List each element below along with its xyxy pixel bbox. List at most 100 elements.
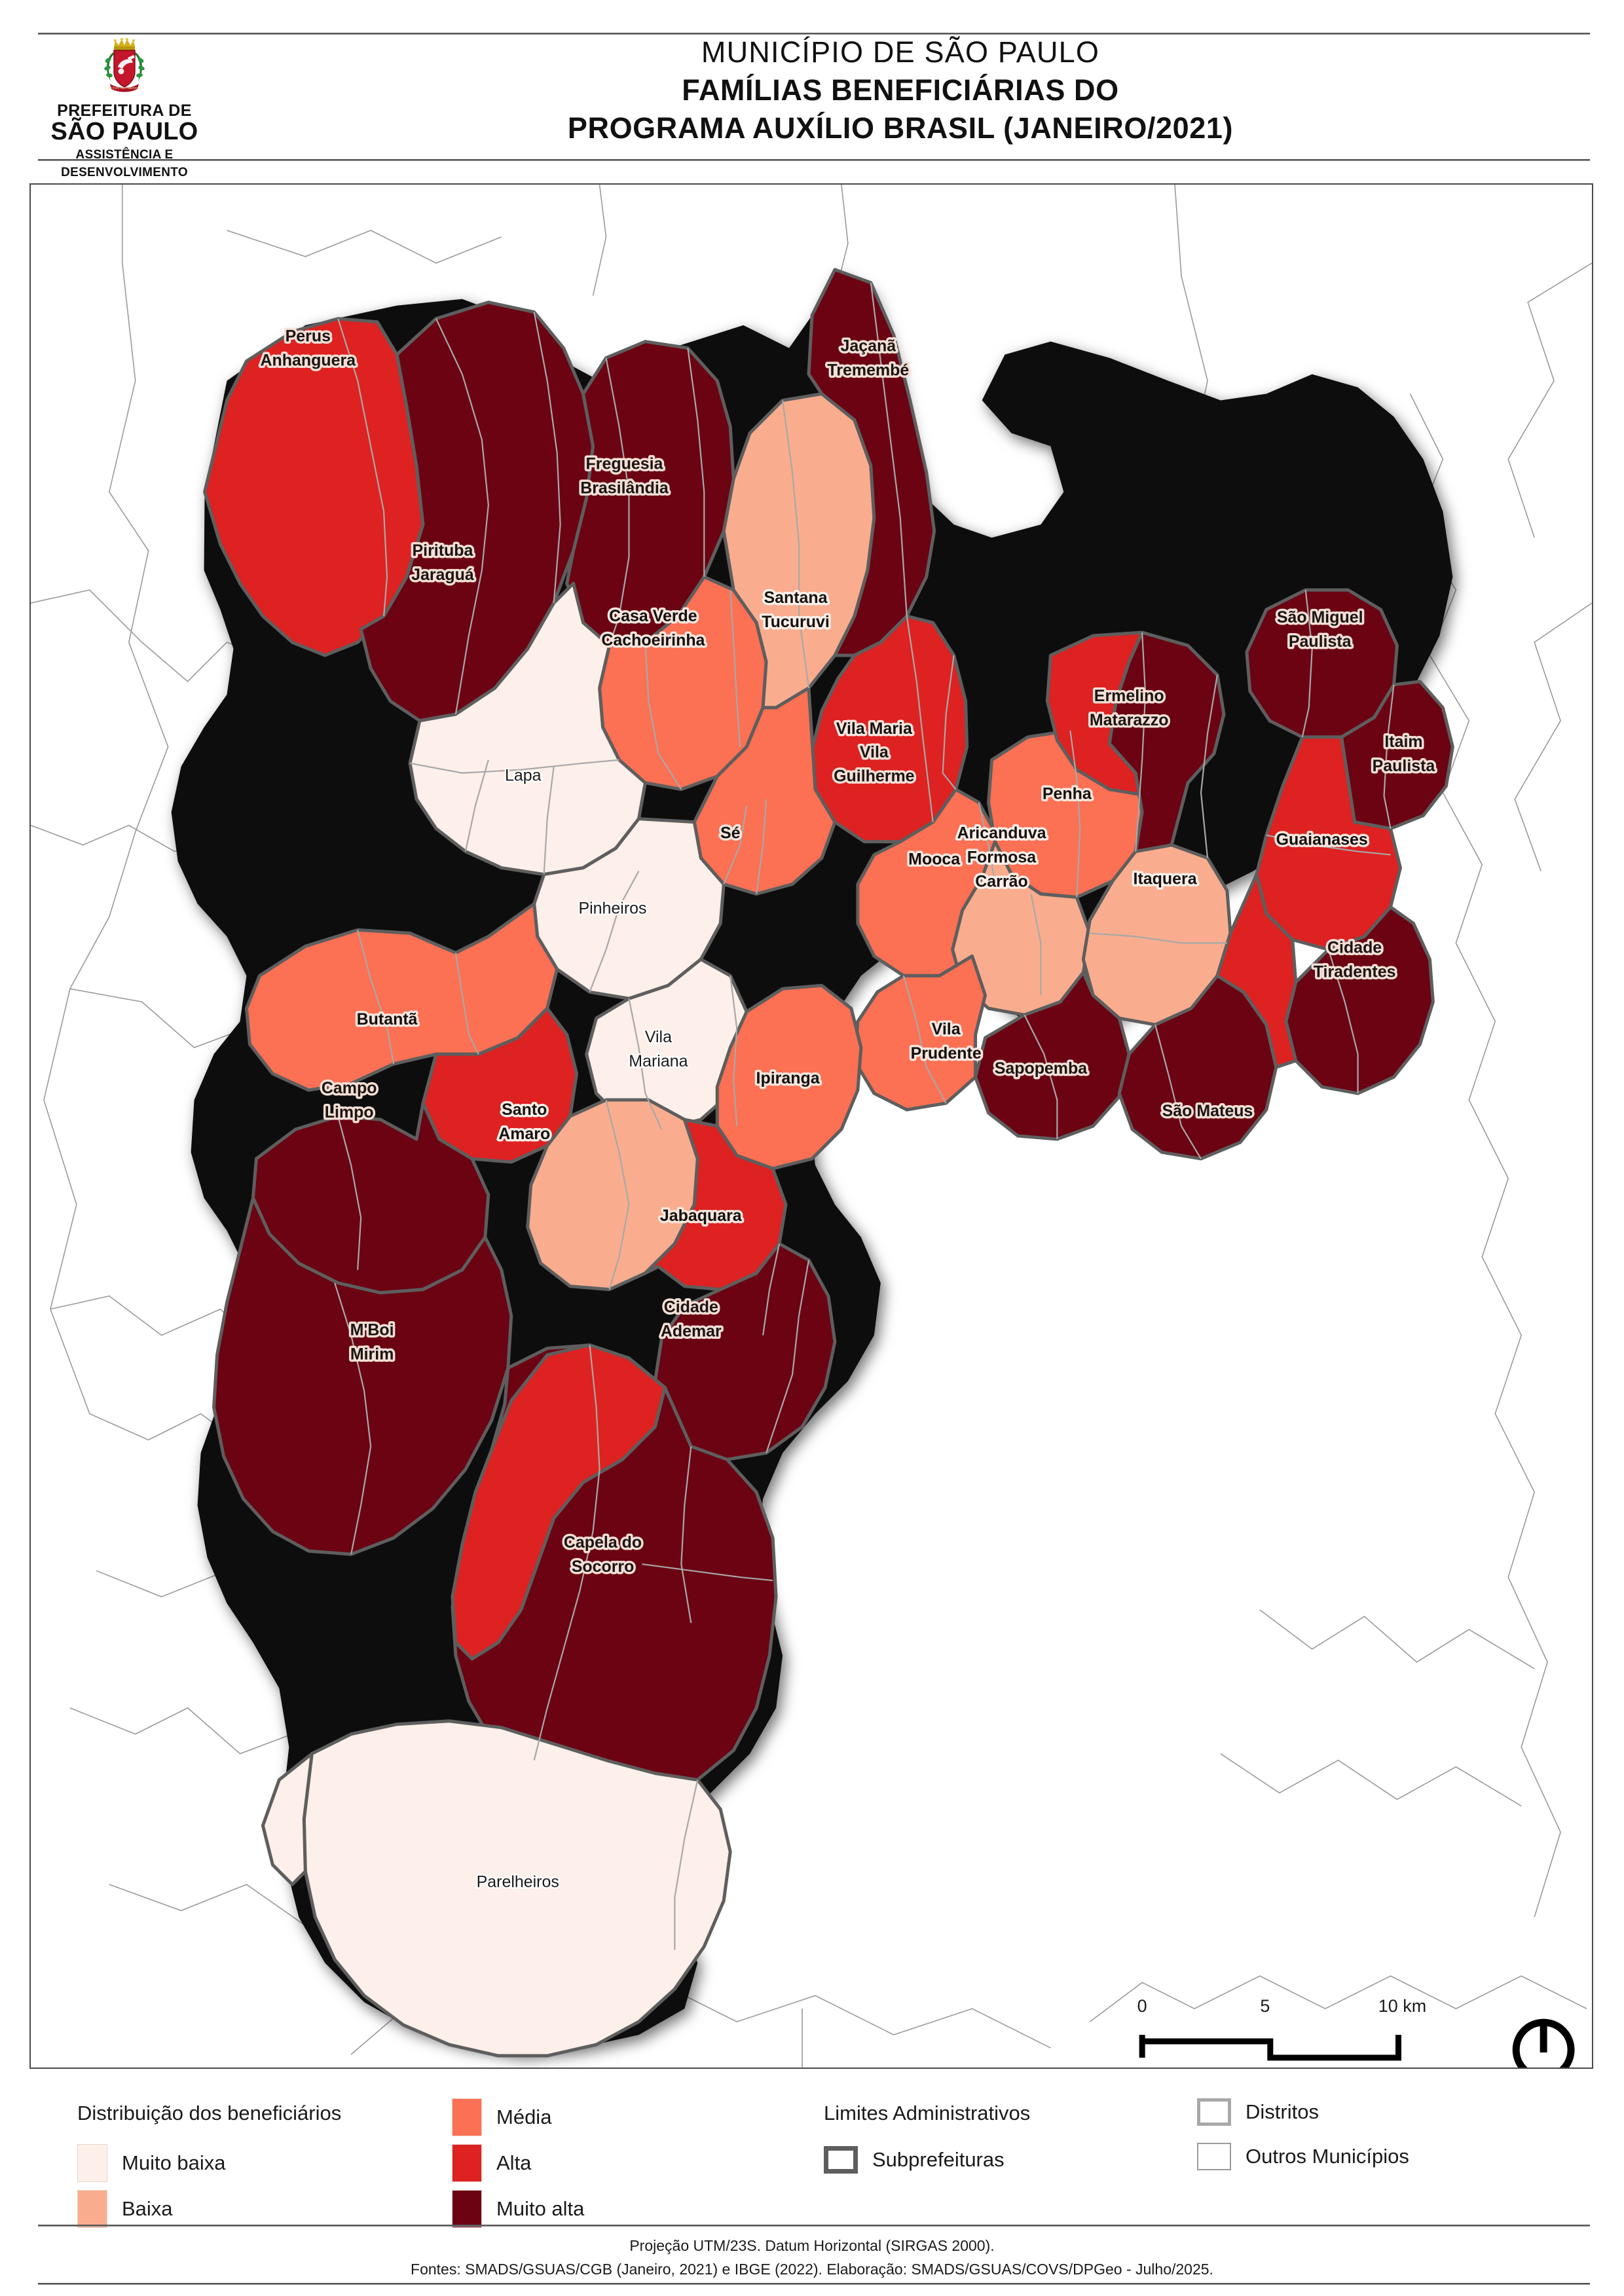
region-northeast-dark-sliver[interactable] [1107,630,1226,854]
label-limpo: Limpo [325,1103,374,1121]
label-santo: Santo [502,1101,547,1119]
label-matarazzo: Matarazzo [1090,711,1169,729]
footer-rule-bottom [38,2283,1590,2285]
legend-swatch-media [452,2098,482,2136]
legend-label-distritos: Distritos [1246,2100,1319,2123]
sao-paulo-coat-of-arms-icon: FLVCTVAT NEC MERGITVR [104,38,145,92]
label-itaim: Itaim [1384,733,1422,751]
legend-item-muito-baixa[interactable]: Muito baixa [77,2144,226,2182]
label-se: Sé [720,824,741,843]
label-mariana: Mariana [629,1052,688,1070]
choropleth-map[interactable]: Perus Anhanguera Pirituba Jaraguá Fregue… [31,185,1592,2068]
label-paulista-2: Paulista [1373,757,1436,775]
legend-label-subprefeituras: Subprefeituras [872,2148,1005,2171]
logo-line-1: PREFEITURA DE [57,101,192,120]
agency-logo: FLVCTVAT NEC MERGITVR PREFEITURA DE SÃO … [39,38,210,197]
north-arrow-icon [1512,2018,1575,2068]
legend-item-alta[interactable]: Alta [452,2144,531,2182]
label-penha: Penha [1043,785,1092,803]
label-mirim: Mirim [350,1345,394,1364]
label-prudente: Prudente [911,1044,982,1063]
label-campo: Campo [322,1079,377,1097]
region-lapa[interactable] [408,581,647,877]
label-vila-2: Vila [860,743,889,761]
map-canvas[interactable]: Perus Anhanguera Pirituba Jaraguá Fregue… [29,183,1593,2069]
legend-item-media[interactable]: Média [452,2098,551,2136]
label-sao-mateus: São Mateus [1162,1102,1253,1120]
region-parelheiros-notch[interactable] [261,1752,314,1886]
label-lapa: Lapa [505,767,542,785]
legend-item-outros-municipios[interactable]: Outros Municípios [1197,2143,1409,2170]
legend-swatch-muito-alta [452,2190,482,2228]
label-cidade: Cidade [1327,938,1382,957]
legend-item-muito-alta[interactable]: Muito alta [452,2190,584,2228]
label-pinheiros: Pinheiros [579,899,647,917]
region-sapopemba[interactable] [974,970,1131,1141]
legend-label-alta: Alta [496,2151,532,2174]
legend-box-subprefeituras [824,2146,858,2174]
label-brasilandia: Brasilândia [580,479,669,497]
label-amaro: Amaro [498,1125,550,1143]
title-line-1: MUNICÍPIO DE SÃO PAULO [701,35,1100,69]
region-ipiranga[interactable] [715,983,863,1171]
distritos-layer [334,282,1395,1950]
label-guaianases: Guaianases [1276,831,1368,849]
legend-admin-title: Limites Administrativos [824,2102,1031,2124]
label-freguesia: Freguesia [586,454,664,473]
region-east-alta-band[interactable] [1215,873,1298,1069]
label-jabaquara: Jabaquara [660,1207,743,1225]
label-mboi: M'Boi [350,1321,394,1339]
map-labels-layer: Perus Anhanguera Pirituba Jaraguá Fregue… [258,325,1438,1893]
page-title: MUNICÍPIO DE SÃO PAULO FAMÍLIAS BENEFICI… [216,34,1585,148]
title-line-2: FAMÍLIAS BENEFICIÁRIAS DO [682,73,1119,107]
region-mboi-mirim[interactable] [212,1196,513,1556]
label-cidade-2: Cidade [664,1298,718,1317]
label-guilherme: Guilherme [834,767,915,786]
legend-box-distritos [1197,2098,1231,2126]
label-casa-verde: Casa Verde [609,607,697,625]
label-itaquera: Itaquera [1134,870,1198,888]
scale-tick-10: 10 km [1378,1996,1426,2016]
label-tiradentes: Tiradentes [1314,962,1396,981]
legend-label-outros-municipios: Outros Municípios [1246,2145,1409,2168]
legend-item-baixa[interactable]: Baixa [77,2190,173,2228]
label-pirituba: Pirituba [412,541,473,560]
label-santana: Santana [764,589,828,607]
label-paulista: Paulista [1289,632,1352,651]
legend-item-subprefeituras[interactable]: Subprefeituras [824,2146,1005,2174]
scale-tick-0: 0 [1137,1996,1147,2016]
legend-label-muito-alta: Muito alta [496,2197,585,2220]
label-jacana: Jaçanã [841,337,896,355]
footer-sources: Fontes: SMADS/GSUAS/CGB (Janeiro, 2021) … [411,2261,1213,2278]
label-capela: Capela do [564,1533,642,1552]
label-socorro: Socorro [572,1558,635,1576]
scale-bar: 0 5 10 km [1137,1996,1426,2061]
label-cachoeirinha: Cachoeirinha [601,631,705,649]
legend-item-distritos[interactable]: Distritos [1197,2098,1319,2126]
region-parelheiros[interactable] [302,1719,732,2058]
region-vila-prudente[interactable] [853,954,987,1112]
label-formosa: Formosa [967,848,1037,867]
label-vila-4: Vila [645,1028,672,1046]
legend-label-media: Média [496,2105,552,2128]
label-anhanguera: Anhanguera [261,352,357,370]
legend-swatch-muito-baixa [77,2144,107,2182]
label-tremembe: Tremembé [827,361,909,380]
title-line-3: PROGRAMA AUXÍLIO BRASIL (JANEIRO/2021) [567,111,1234,145]
label-parelheiros: Parelheiros [477,1872,559,1891]
label-ipiranga: Ipiranga [756,1069,821,1087]
logo-line-2: SÃO PAULO [50,118,198,146]
legend-swatch-baixa [77,2190,107,2228]
header-rule-top [38,33,1590,35]
header-rule-bottom [38,159,1590,161]
region-cidade-ademar[interactable] [653,1242,837,1461]
label-tucuruvi: Tucuruvi [762,613,830,631]
label-carrao: Carrão [975,873,1027,891]
legend-distribution-title: Distribuição dos beneficiários [77,2102,342,2124]
label-ademar: Ademar [661,1322,722,1341]
label-sapopemba: Sapopemba [995,1059,1088,1078]
label-mooca: Mooca [908,850,961,869]
label-vila-maria: Vila Maria [836,720,913,738]
label-aricanduva: Aricanduva [957,824,1047,843]
